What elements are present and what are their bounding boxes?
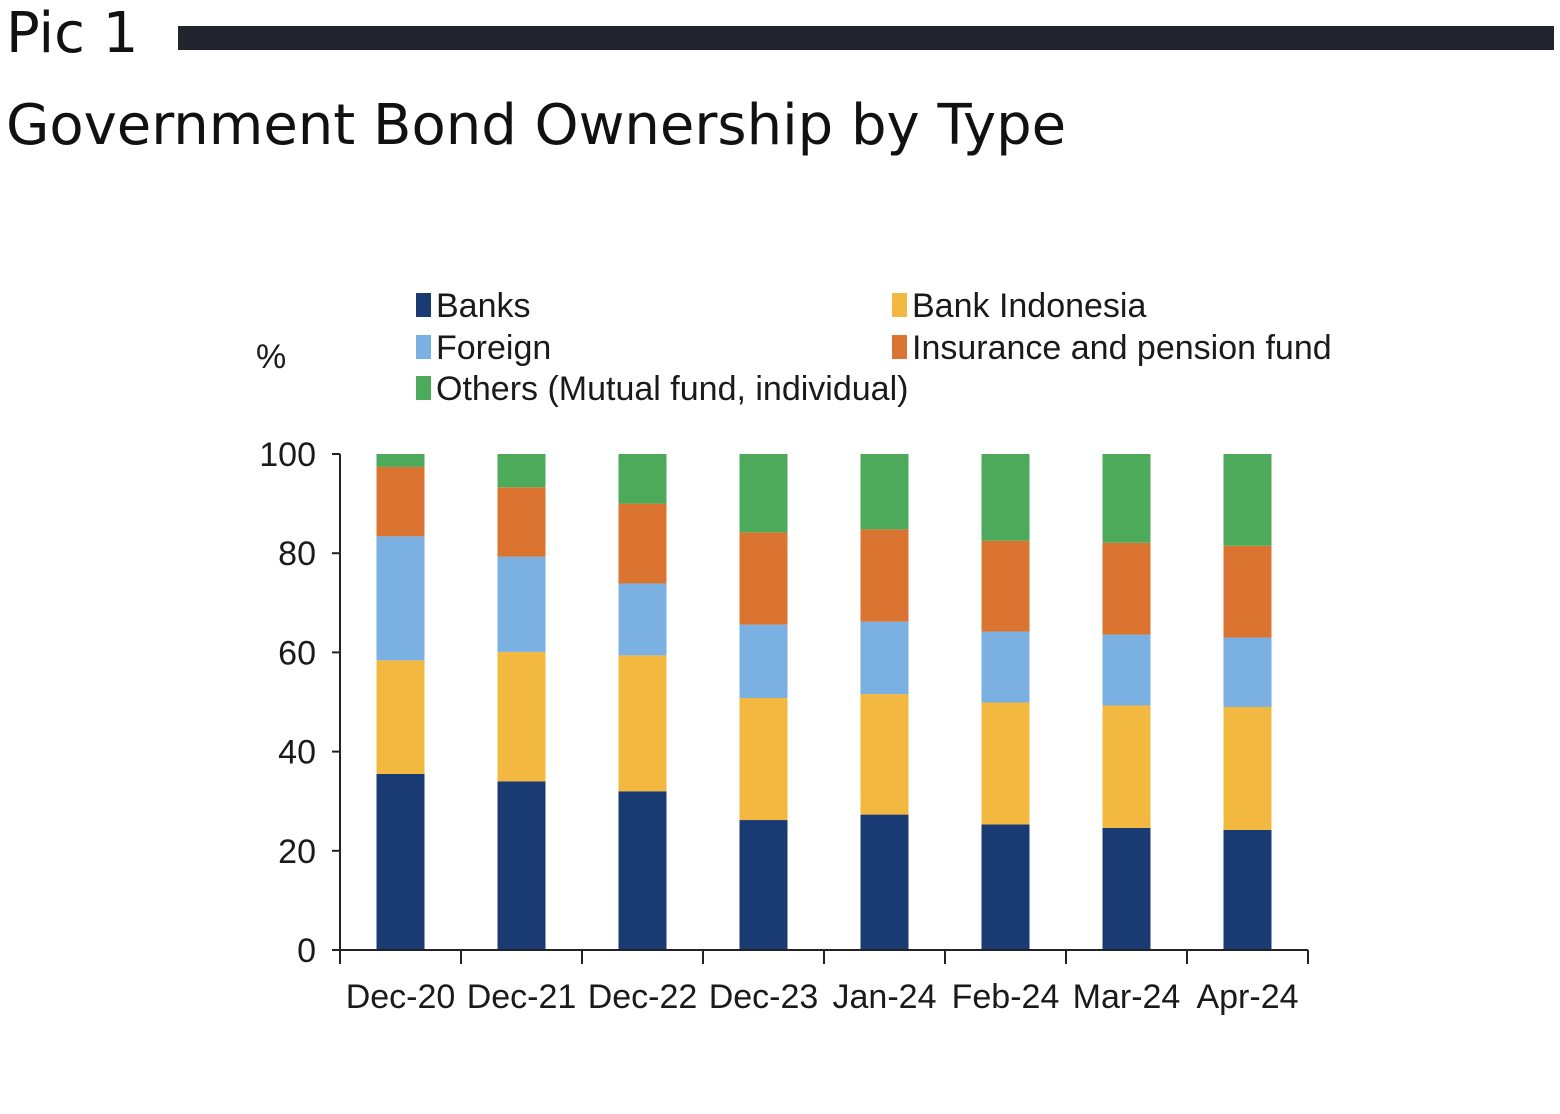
bar-segment-bank-indonesia-dec-22 — [618, 655, 667, 792]
bar-segment-insurance-and-pension-fund-jan-24 — [860, 529, 909, 622]
bar-segment-insurance-and-pension-fund-dec-22 — [618, 503, 667, 584]
bar-segment-foreign-dec-23 — [739, 624, 788, 699]
bar-segment-bank-indonesia-apr-24 — [1223, 706, 1272, 830]
bar-segment-insurance-and-pension-fund-dec-21 — [497, 487, 546, 557]
bar-segment-others-mutual-fund-individual-feb-24 — [981, 454, 1030, 541]
bar-segment-banks-dec-22 — [618, 791, 667, 950]
page-title: Government Bond Ownership by Type — [6, 93, 1067, 158]
legend-label-foreign: Foreign — [436, 329, 551, 367]
bar-segment-bank-indonesia-jan-24 — [860, 694, 909, 815]
bar-segment-insurance-and-pension-fund-apr-24 — [1223, 545, 1272, 638]
legend-label-insurance-and-pension-fund: Insurance and pension fund — [912, 329, 1332, 367]
y-tick-label: 20 — [278, 833, 316, 871]
legend-swatch-banks — [416, 293, 431, 317]
y-axis-unit-label: % — [256, 338, 286, 376]
bar-segment-banks-dec-21 — [497, 781, 546, 950]
bar-segment-insurance-and-pension-fund-dec-20 — [376, 466, 425, 537]
bar-segment-others-mutual-fund-individual-jan-24 — [860, 454, 909, 530]
bar-segment-foreign-jan-24 — [860, 621, 909, 695]
bar-segment-foreign-dec-22 — [618, 583, 667, 656]
y-tick-label: 60 — [278, 634, 316, 672]
legend-swatch-foreign — [416, 335, 431, 359]
axes-group: 0 20 40 60 80 100 Dec-20 Dec-21 Dec-22 Dec-23 Jan-… — [259, 436, 1309, 1016]
x-category-label: Apr-24 — [1196, 978, 1298, 1016]
bar-segment-foreign-mar-24 — [1102, 634, 1151, 706]
bar-segment-banks-mar-24 — [1102, 827, 1151, 950]
bar-segment-bank-indonesia-dec-23 — [739, 698, 788, 821]
y-tick-label: 80 — [278, 535, 316, 573]
bar-segment-insurance-and-pension-fund-dec-23 — [739, 532, 788, 625]
header-divider-bar — [178, 26, 1554, 50]
y-tick-label: 40 — [278, 734, 316, 772]
bar-segment-banks-apr-24 — [1223, 829, 1272, 950]
bar-segment-banks-dec-20 — [376, 773, 425, 950]
bar-segment-foreign-apr-24 — [1223, 637, 1272, 707]
bar-segment-others-mutual-fund-individual-mar-24 — [1102, 454, 1151, 543]
legend-swatch-others-mutual-fund-individual — [416, 376, 431, 400]
bar-segment-others-mutual-fund-individual-dec-21 — [497, 454, 546, 488]
legend-label-bank-indonesia: Bank Indonesia — [912, 287, 1146, 325]
bar-segment-foreign-feb-24 — [981, 631, 1030, 703]
bar-segment-bank-indonesia-mar-24 — [1102, 705, 1151, 828]
bar-segment-banks-jan-24 — [860, 814, 909, 950]
x-category-label: Dec-20 — [346, 978, 456, 1016]
chart-legend: Banks Bank Indonesia Foreign Insurance and … — [416, 287, 1332, 408]
bar-segment-bank-indonesia-dec-21 — [497, 651, 546, 782]
bars-group — [376, 454, 1272, 950]
x-category-label: Dec-23 — [709, 978, 819, 1016]
legend-label-others-mutual-fund-individual: Others (Mutual fund, individual) — [436, 370, 908, 408]
y-tick-label: 0 — [297, 932, 316, 970]
x-category-label: Dec-22 — [588, 978, 698, 1016]
bar-segment-bank-indonesia-feb-24 — [981, 702, 1030, 825]
bar-segment-others-mutual-fund-individual-dec-20 — [376, 454, 425, 467]
bar-segment-others-mutual-fund-individual-dec-23 — [739, 454, 788, 533]
bar-segment-insurance-and-pension-fund-feb-24 — [981, 540, 1030, 632]
y-tick-label: 100 — [259, 436, 316, 474]
bar-segment-bank-indonesia-dec-20 — [376, 660, 425, 774]
bar-segment-others-mutual-fund-individual-dec-22 — [618, 454, 667, 504]
bar-segment-insurance-and-pension-fund-mar-24 — [1102, 542, 1151, 635]
pic-label: Pic 1 — [6, 1, 139, 66]
x-category-label: Jan-24 — [833, 978, 937, 1016]
x-category-label: Mar-24 — [1073, 978, 1181, 1016]
bar-segment-banks-feb-24 — [981, 824, 1030, 950]
bar-segment-banks-dec-23 — [739, 820, 788, 950]
bar-segment-others-mutual-fund-individual-apr-24 — [1223, 454, 1272, 546]
x-category-label: Dec-21 — [467, 978, 577, 1016]
legend-label-banks: Banks — [436, 287, 531, 325]
bar-segment-foreign-dec-21 — [497, 556, 546, 652]
legend-swatch-insurance-and-pension-fund — [892, 335, 907, 359]
bar-segment-foreign-dec-20 — [376, 536, 425, 661]
x-category-label: Feb-24 — [952, 978, 1060, 1016]
legend-swatch-bank-indonesia — [892, 293, 907, 317]
